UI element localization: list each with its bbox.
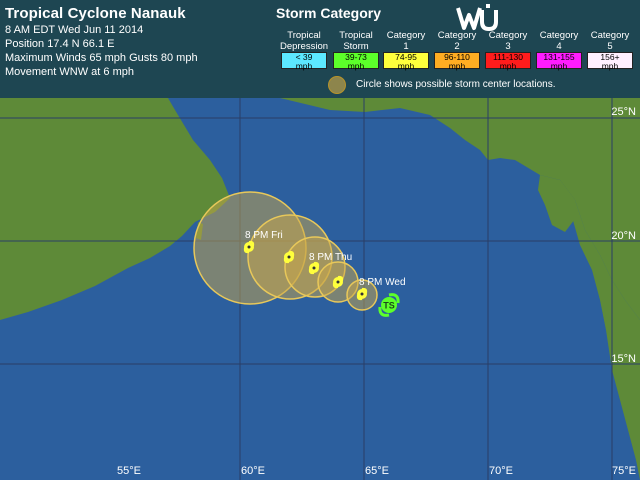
category-label: Category [437, 30, 477, 41]
category-unit: mph [550, 60, 568, 71]
category-sublabel: 1 [403, 41, 409, 52]
circle-legend-text: Circle shows possible storm center locat… [356, 79, 556, 90]
forecast-label-wed: 8 PM Wed [359, 277, 406, 288]
category-range: 39-73 [345, 52, 367, 62]
category-label: Tropical [339, 30, 373, 41]
category-sublabel: Storm [343, 41, 369, 52]
category-ts: Tropical Storm 39-73 mph [330, 30, 382, 71]
circle-legend-icon [328, 76, 346, 94]
current-storm-icon: TS [378, 293, 400, 317]
lon-label-75: 75°E [612, 465, 636, 477]
category-sublabel: 2 [454, 41, 460, 52]
category-range: 131-155 [543, 52, 575, 62]
category-label: Tropical [287, 30, 321, 41]
storm-winds: Maximum Winds 65 mph Gusts 80 mph [5, 52, 198, 64]
category-label: Category [488, 30, 528, 41]
storm-movement: Movement WNW at 6 mph [5, 66, 134, 78]
land-iran-pakistan [280, 98, 640, 320]
category-1: Category 1 74-95 mph [380, 30, 432, 71]
storm-forecast-icon [283, 250, 295, 264]
category-swatch: < 39 mph [281, 52, 327, 71]
category-sublabel: Depression [279, 41, 329, 52]
category-swatch: 96-110 mph [434, 52, 480, 71]
category-range: 156+ [600, 52, 620, 62]
category-td: Tropical Depression < 39 mph [278, 30, 330, 71]
category-swatch: 131-155 mph [536, 52, 582, 71]
category-label: Category [590, 30, 630, 41]
current-storm-label: TS [383, 301, 395, 311]
lon-label-65: 65°E [365, 465, 389, 477]
land-india [560, 180, 640, 480]
category-3: Category 3 111-130 mph [482, 30, 534, 71]
lon-label-55: 55°E [117, 465, 141, 477]
category-4: Category 4 131-155 mph [533, 30, 585, 71]
lon-label-70: 70°E [489, 465, 513, 477]
wu-logo-icon [456, 4, 498, 32]
storm-position: Position 17.4 N 66.1 E [5, 38, 115, 50]
lat-label-25: 25°N [611, 106, 636, 118]
category-range: 111-130 [493, 52, 523, 62]
category-sublabel: 4 [556, 41, 562, 52]
category-label: Category [386, 30, 426, 41]
category-range: < 39 [295, 52, 313, 62]
storm-forecast-icon [356, 287, 368, 301]
category-label: Category [539, 30, 579, 41]
forecast-label-fri: 8 PM Fri [245, 230, 283, 241]
category-unit: mph [397, 60, 415, 71]
lat-label-20: 20°N [611, 230, 636, 242]
category-swatch: 39-73 mph [333, 52, 379, 71]
advisory-time: 8 AM EDT Wed Jun 11 2014 [5, 24, 144, 36]
category-swatch: 74-95 mph [383, 52, 429, 71]
lat-label-15: 15°N [611, 353, 636, 365]
header-panel [0, 0, 640, 98]
category-5: Category 5 156+ mph [584, 30, 636, 71]
category-swatch: 156+ mph [587, 52, 633, 71]
category-unit: mph [295, 60, 313, 71]
category-range: 74-95 [395, 52, 417, 62]
lon-label-60: 60°E [241, 465, 265, 477]
storm-forecast-icon [332, 275, 344, 289]
category-sublabel: 5 [607, 41, 613, 52]
category-range: 96-110 [444, 52, 470, 62]
category-sublabel: 3 [505, 41, 511, 52]
category-unit: mph [499, 60, 517, 71]
category-unit: mph [601, 60, 619, 71]
storm-forecast-icon [308, 261, 320, 275]
category-unit: mph [448, 60, 466, 71]
forecast-label-thu: 8 PM Thu [309, 252, 353, 263]
land-arabia [0, 98, 230, 320]
storm-forecast-icon [243, 240, 255, 254]
storm-title: Tropical Cyclone Nanauk [5, 5, 186, 22]
category-2: Category 2 96-110 mph [431, 30, 483, 71]
category-unit: mph [347, 60, 365, 71]
legend-title: Storm Category [276, 5, 382, 21]
category-swatch: 111-130 mph [485, 52, 531, 71]
land-kathiawar [538, 175, 578, 232]
